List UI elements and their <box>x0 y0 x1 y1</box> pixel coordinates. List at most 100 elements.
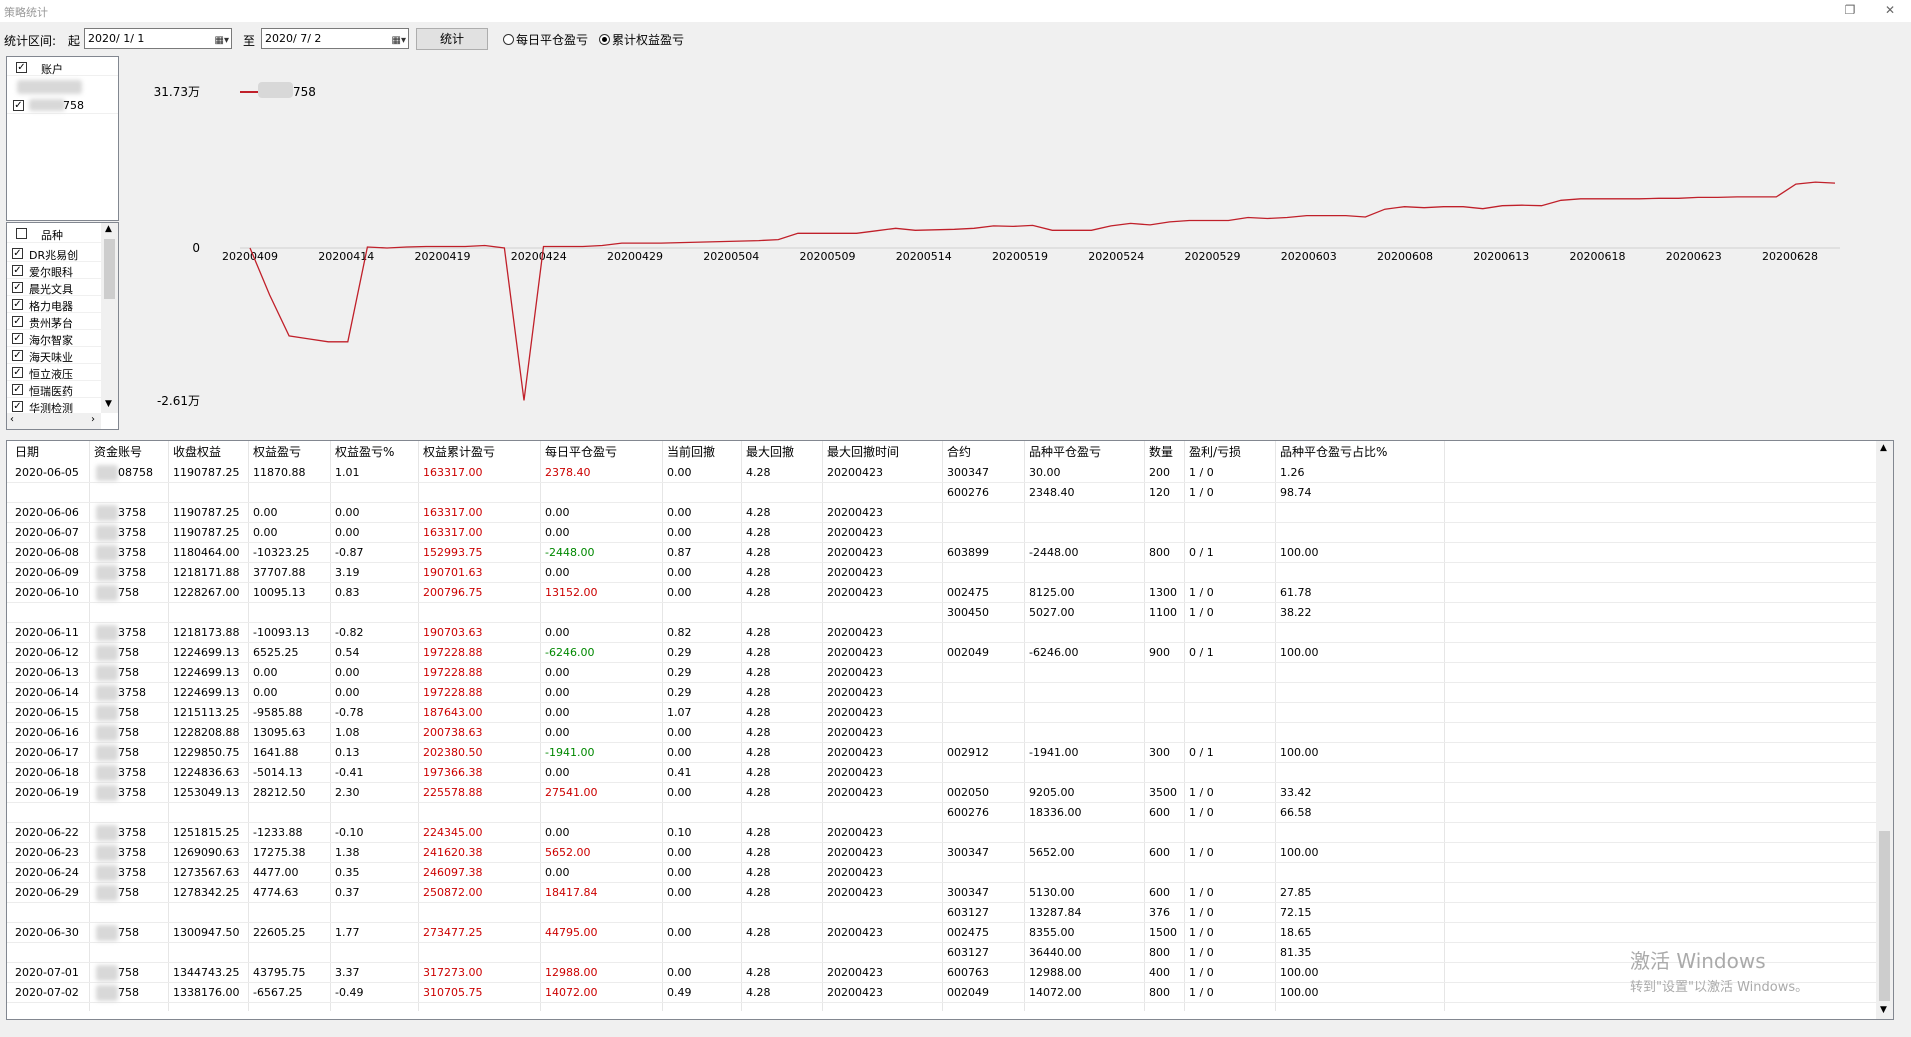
account-list[interactable]: ✓ 账户 ✓ 758 <box>6 56 119 221</box>
table-row[interactable]: 2020-06-19 3758 1253049.13 28212.50 2.30 2255… <box>7 783 1877 803</box>
table-row[interactable]: 2020-06-18 3758 1224836.63 -5014.13 -0.41 197… <box>7 763 1877 783</box>
variety-item-checkbox[interactable]: ✓ <box>12 316 23 327</box>
column-header[interactable]: 数量 <box>1149 445 1174 459</box>
restore-icon[interactable]: ❐ <box>1844 3 1856 17</box>
variety-item[interactable]: ✓ 晨光文具 <box>7 279 101 296</box>
column-header[interactable]: 权益累计盈亏 <box>423 445 496 459</box>
table-row[interactable]: 300450 5027.00 1100 1 / 0 38.22 <box>7 603 1877 623</box>
scroll-up-icon[interactable]: ▲ <box>1880 443 1887 453</box>
table-row[interactable]: 2020-06-10 758 1228267.00 10095.13 0.83 20079… <box>7 583 1877 603</box>
variety-item-checkbox[interactable]: ✓ <box>12 282 23 293</box>
table-row[interactable]: 2020-06-30 758 1300947.50 22605.25 1.77 27347… <box>7 923 1877 943</box>
scroll-up-icon[interactable]: ▲ <box>105 224 112 234</box>
table-row[interactable]: 2020-06-11 3758 1218173.88 -10093.13 -0.82 19… <box>7 623 1877 643</box>
column-header[interactable]: 最大回撤时间 <box>827 445 900 459</box>
variety-item-checkbox[interactable]: ✓ <box>12 350 23 361</box>
table-row[interactable]: 2020-06-06 3758 1190787.25 0.00 0.00 163317.0… <box>7 503 1877 523</box>
column-header[interactable]: 最大回撤 <box>746 445 795 459</box>
calendar-dropdown-icon[interactable]: ▦▾ <box>214 35 229 46</box>
calendar-dropdown-icon[interactable]: ▦▾ <box>391 35 406 46</box>
table-row[interactable]: 2020-06-15 758 1215113.25 -9585.88 -0.78 1876… <box>7 703 1877 723</box>
column-header[interactable]: 品种平仓盈亏占比% <box>1280 445 1388 459</box>
account-header[interactable]: ✓ 账户 <box>7 59 118 76</box>
table-row[interactable]: 603127 13287.84 376 1 / 0 72.15 <box>7 903 1877 923</box>
table-row[interactable]: 2020-06-08 3758 1180464.00 -10323.25 -0.87 15… <box>7 543 1877 563</box>
table-row[interactable]: 2020-06-12 758 1224699.13 6525.25 0.54 197228… <box>7 643 1877 663</box>
stat-button[interactable]: 统计 <box>416 28 488 50</box>
variety-item-checkbox[interactable]: ✓ <box>12 384 23 395</box>
close-icon[interactable]: ✕ <box>1884 3 1896 17</box>
scroll-down-icon[interactable]: ▼ <box>105 399 112 409</box>
column-header[interactable]: 盈利/亏损 <box>1189 445 1242 459</box>
variety-item-checkbox[interactable]: ✓ <box>12 401 23 412</box>
column-header[interactable]: 合约 <box>947 445 972 459</box>
variety-item-checkbox[interactable]: ✓ <box>12 299 23 310</box>
from-date-picker[interactable]: 2020/ 1/ 1 ▦▾ <box>84 28 232 49</box>
variety-item[interactable]: ✓ 格力电器 <box>7 296 101 313</box>
stats-table[interactable]: 日期 资金账号 收盘权益 权益盈亏 权益盈亏% 权益累计盈亏 每日平仓盈亏 当前回撤 最大回撤 最… <box>6 440 1894 1020</box>
variety-hscrollbar[interactable]: ‹ › <box>7 413 101 429</box>
table-row[interactable]: 2020-06-17 758 1229850.75 1641.88 0.13 202380… <box>7 743 1877 763</box>
column-header[interactable]: 每日平仓盈亏 <box>545 445 618 459</box>
table-cell: 4.28 <box>746 846 771 859</box>
column-header[interactable]: 当前回撤 <box>667 445 716 459</box>
variety-item[interactable]: ✓ 海尔智家 <box>7 330 101 347</box>
table-cell: -6246.00 <box>1029 646 1079 659</box>
variety-item[interactable]: ✓ 爱尔眼科 <box>7 262 101 279</box>
variety-list[interactable]: 品种 ✓ DR兆易创 ✓ 爱尔眼科 ✓ 晨光文具 ✓ 格力电器 ✓ 贵州茅台 ✓ 海尔智家 ✓ 海天味业 ✓… <box>6 222 119 430</box>
variety-item-checkbox[interactable]: ✓ <box>12 248 23 259</box>
account-item-checkbox[interactable]: ✓ <box>13 100 24 111</box>
table-row[interactable]: 2020-06-23 3758 1269090.63 17275.38 1.38 2416… <box>7 843 1877 863</box>
table-row[interactable]: 2020-06-07 3758 1190787.25 0.00 0.00 163317.0… <box>7 523 1877 543</box>
variety-item-checkbox[interactable]: ✓ <box>12 265 23 276</box>
column-header[interactable]: 资金账号 <box>94 445 143 459</box>
table-row[interactable]: 2020-06-29 758 1278342.25 4774.63 0.37 250872… <box>7 883 1877 903</box>
column-header[interactable]: 收盘权益 <box>173 445 222 459</box>
table-row[interactable]: 2020-06-16 758 1228208.88 13095.63 1.08 20073… <box>7 723 1877 743</box>
variety-item[interactable]: ✓ 恒立液压 <box>7 364 101 381</box>
table-row[interactable]: 600276 18336.00 600 1 / 0 66.58 <box>7 803 1877 823</box>
account-item[interactable]: ✓ 758 <box>7 97 118 114</box>
account-header-checkbox[interactable]: ✓ <box>16 62 27 73</box>
table-row[interactable]: 2020-07-01 758 1344743.25 43795.75 3.37 31727… <box>7 963 1877 983</box>
to-date-picker[interactable]: 2020/ 7/ 2 ▦▾ <box>261 28 409 49</box>
column-header[interactable]: 权益盈亏 <box>253 445 302 459</box>
column-header[interactable]: 权益盈亏% <box>335 445 395 459</box>
variety-item[interactable]: ✓ 恒瑞医药 <box>7 381 101 398</box>
table-row[interactable]: 2020-06-22 3758 1251815.25 -1233.88 -0.10 224… <box>7 823 1877 843</box>
table-row[interactable]: 2020-07-02 758 1338176.00 -6567.25 -0.49 3107… <box>7 983 1877 1003</box>
table-cell: 2020-06-29 <box>15 886 79 899</box>
variety-header-checkbox[interactable] <box>16 228 27 239</box>
scroll-left-icon[interactable]: ‹ <box>10 414 14 425</box>
variety-item-checkbox[interactable]: ✓ <box>12 367 23 378</box>
table-row[interactable]: 2020-06-13 758 1224699.13 0.00 0.00 197228.88… <box>7 663 1877 683</box>
variety-header[interactable]: 品种 <box>7 225 118 243</box>
scroll-right-icon[interactable]: › <box>91 414 95 425</box>
scroll-down-icon[interactable]: ▼ <box>1880 1005 1887 1015</box>
variety-scroll-thumb[interactable] <box>104 239 115 299</box>
column-header[interactable]: 品种平仓盈亏 <box>1029 445 1102 459</box>
variety-item[interactable]: ✓ 贵州茅台 <box>7 313 101 330</box>
table-vscrollbar[interactable]: ▲ ▼ <box>1876 441 1893 1019</box>
radio-cum-circle[interactable] <box>599 34 610 45</box>
table-cell: 800 <box>1149 946 1170 959</box>
table-cell: 758 <box>118 926 139 939</box>
variety-item-checkbox[interactable]: ✓ <box>12 333 23 344</box>
table-row[interactable]: 2020-06-05 08758 1190787.25 11870.88 1.01 163… <box>7 463 1877 483</box>
variety-item[interactable]: ✓ DR兆易创 <box>7 245 101 262</box>
variety-item[interactable]: ✓ 海天味业 <box>7 347 101 364</box>
table-cell: 20200423 <box>827 706 883 719</box>
radio-daily-circle[interactable] <box>503 34 514 45</box>
table-row[interactable]: 2020-06-24 3758 1273567.63 4477.00 0.35 24609… <box>7 863 1877 883</box>
table-row[interactable]: 600276 2348.40 120 1 / 0 98.74 <box>7 483 1877 503</box>
blurred-account-prefix <box>96 785 118 801</box>
table-row[interactable]: 603127 36440.00 800 1 / 0 81.35 <box>7 943 1877 963</box>
radio-daily-close[interactable]: 每日平仓盈亏 <box>503 31 588 48</box>
table-row[interactable]: 2020-06-14 3758 1224699.13 0.00 0.00 197228.8… <box>7 683 1877 703</box>
column-header[interactable]: 日期 <box>15 445 40 459</box>
radio-cumulative[interactable]: 累计权益盈亏 <box>599 31 684 48</box>
row-divider <box>7 582 1877 583</box>
table-scroll-thumb[interactable] <box>1879 831 1890 1001</box>
table-row[interactable]: 2020-06-09 3758 1218171.88 37707.88 3.19 1907… <box>7 563 1877 583</box>
variety-vscrollbar[interactable]: ▲ ▼ <box>101 223 118 413</box>
